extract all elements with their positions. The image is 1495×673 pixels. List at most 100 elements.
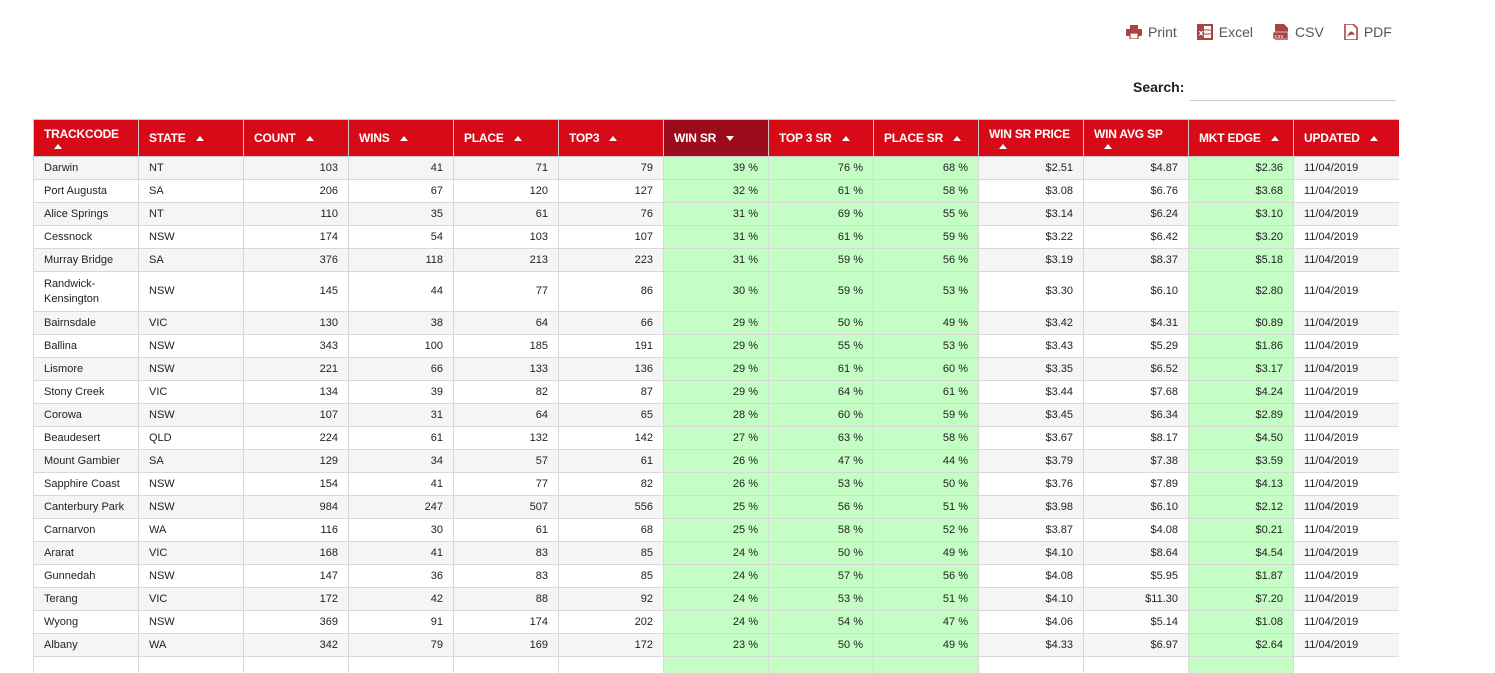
cell-win-sr-price: $3.14 xyxy=(978,202,1084,226)
cell-win-sr: 24 % xyxy=(663,541,769,565)
sort-asc-icon xyxy=(195,136,204,142)
cell-win-avg-sp: $4.87 xyxy=(1083,156,1189,180)
cell-state: NSW xyxy=(138,225,244,249)
cell-mkt-edge xyxy=(1188,656,1294,673)
sort-asc-icon xyxy=(953,136,962,142)
search-label: Search: xyxy=(1133,78,1185,95)
cell-place-sr: 58 % xyxy=(873,179,979,203)
column-header-win-sr-price[interactable]: WIN SR PRICE xyxy=(978,119,1084,157)
cell-mkt-edge: $2.12 xyxy=(1188,495,1294,519)
column-header-updated[interactable]: UPDATED xyxy=(1293,119,1399,157)
cell-win-sr-price: $4.10 xyxy=(978,541,1084,565)
table-row[interactable]: Albany WA 342 79 169 172 23 % 50 % 49 % $4.33 $6.9… xyxy=(33,633,1399,657)
table-row[interactable]: Port Augusta SA 206 67 120 127 32 % 61 % 58 % $3.… xyxy=(33,179,1399,203)
cell-win-avg-sp: $6.10 xyxy=(1083,271,1189,312)
cell-mkt-edge: $2.64 xyxy=(1188,633,1294,657)
cell-place-sr: 44 % xyxy=(873,449,979,473)
column-header-top3[interactable]: TOP3 xyxy=(558,119,664,157)
cell-count: 174 xyxy=(243,225,349,249)
cell-updated: 11/04/2019 xyxy=(1293,357,1399,381)
cell-count: 168 xyxy=(243,541,349,565)
cell-wins: 247 xyxy=(348,495,454,519)
cell-wins: 79 xyxy=(348,633,454,657)
cell-top3: 223 xyxy=(558,248,664,272)
table-row[interactable]: Lismore NSW 221 66 133 136 29 % 61 % 60 % $3.35 $6… xyxy=(33,357,1399,381)
cell-updated: 11/04/2019 xyxy=(1293,225,1399,249)
cell-win-avg-sp: $8.64 xyxy=(1083,541,1189,565)
table-row[interactable]: Ballina NSW 343 100 185 191 29 % 55 % 53 % $3.43 $… xyxy=(33,334,1399,358)
cell-place-sr: 49 % xyxy=(873,541,979,565)
cell-win-sr-price: $3.44 xyxy=(978,380,1084,404)
table-row[interactable]: Gunnedah NSW 147 36 83 85 24 % 57 % 56 % $4.08 $5.… xyxy=(33,564,1399,588)
cell-state: NSW xyxy=(138,610,244,634)
header-label: PLACE xyxy=(464,131,504,145)
table-row[interactable]: Stony Creek VIC 134 39 82 87 29 % 64 % 61 % $3.44… xyxy=(33,380,1399,404)
table-row[interactable]: Carnarvon WA 116 30 61 68 25 % 58 % 52 % $3.87 $4.… xyxy=(33,518,1399,542)
cell-top3: 85 xyxy=(558,564,664,588)
cell-wins xyxy=(348,656,454,673)
cell-win-avg-sp: $6.24 xyxy=(1083,202,1189,226)
column-header-win-avg-sp[interactable]: WIN AVG SP xyxy=(1083,119,1189,157)
cell-win-sr-price: $3.79 xyxy=(978,449,1084,473)
search-input[interactable] xyxy=(1190,72,1397,101)
cell-win-sr-price: $4.08 xyxy=(978,564,1084,588)
pdf-button[interactable]: PDF xyxy=(1344,24,1392,40)
header-label: WIN SR xyxy=(674,131,717,145)
cell-top3: 87 xyxy=(558,380,664,404)
column-header-count[interactable]: COUNT xyxy=(243,119,349,157)
table-row[interactable]: Corowa NSW 107 31 64 65 28 % 60 % 59 % $3.45 $6.34… xyxy=(33,403,1399,427)
column-header-wins[interactable]: WINS xyxy=(348,119,454,157)
cell-wins: 42 xyxy=(348,587,454,611)
svg-text:csv: csv xyxy=(1275,34,1285,40)
cell-count xyxy=(243,656,349,673)
table-row[interactable]: Darwin NT 103 41 71 79 39 % 76 % 68 % $2.51 $4.87 $… xyxy=(33,156,1399,180)
table-row[interactable]: Sapphire Coast NSW 154 41 77 82 26 % 53 % 50 % $3… xyxy=(33,472,1399,496)
cell-win-avg-sp: $7.38 xyxy=(1083,449,1189,473)
cell-count: 134 xyxy=(243,380,349,404)
column-header-mkt-edge[interactable]: MKT EDGE xyxy=(1188,119,1294,157)
table-row[interactable]: Bairnsdale VIC 130 38 64 66 29 % 50 % 49 % $3.42 $… xyxy=(33,311,1399,335)
table-row[interactable]: Ararat VIC 168 41 83 85 24 % 50 % 49 % $4.10 $8.64… xyxy=(33,541,1399,565)
table-row[interactable] xyxy=(33,656,1399,673)
table-row[interactable]: Murray Bridge SA 376 118 213 223 31 % 59 % 56 % $… xyxy=(33,248,1399,272)
csv-button[interactable]: csv CSV xyxy=(1273,24,1324,40)
table-row[interactable]: Mount Gambier SA 129 34 57 61 26 % 47 % 44 % $3.7… xyxy=(33,449,1399,473)
cell-place-sr: 59 % xyxy=(873,403,979,427)
cell-place: 83 xyxy=(453,541,559,565)
cell-place: 88 xyxy=(453,587,559,611)
table-row[interactable]: Wyong NSW 369 91 174 202 24 % 54 % 47 % $4.06 $5.1… xyxy=(33,610,1399,634)
cell-mkt-edge: $3.20 xyxy=(1188,225,1294,249)
cell-state: NSW xyxy=(138,495,244,519)
column-header-state[interactable]: STATE xyxy=(138,119,244,157)
header-label: TOP3 xyxy=(569,131,600,145)
table-row[interactable]: Canterbury Park NSW 984 247 507 556 25 % 56 % 51… xyxy=(33,495,1399,519)
column-header-top3-sr[interactable]: TOP 3 SR xyxy=(768,119,874,157)
cell-wins: 44 xyxy=(348,271,454,312)
column-header-place-sr[interactable]: PLACE SR xyxy=(873,119,979,157)
table-row[interactable]: Randwick-Kensington NSW 145 44 77 86 30 % 59 % 5… xyxy=(33,271,1399,312)
excel-button[interactable]: x Excel xyxy=(1196,24,1253,40)
table-row[interactable]: Cessnock NSW 174 54 103 107 31 % 61 % 59 % $3.22 $… xyxy=(33,225,1399,249)
column-header-place[interactable]: PLACE xyxy=(453,119,559,157)
header-label: COUNT xyxy=(254,131,296,145)
cell-place-sr: 53 % xyxy=(873,271,979,312)
print-button[interactable]: Print xyxy=(1126,24,1177,40)
table-row[interactable]: Terang VIC 172 42 88 92 24 % 53 % 51 % $4.10 $11.3… xyxy=(33,587,1399,611)
cell-place: 77 xyxy=(453,472,559,496)
table-row[interactable]: Alice Springs NT 110 35 61 76 31 % 69 % 55 % $3.1… xyxy=(33,202,1399,226)
cell-place: 61 xyxy=(453,518,559,542)
cell-state: VIC xyxy=(138,380,244,404)
cell-place-sr: 58 % xyxy=(873,426,979,450)
cell-place: 82 xyxy=(453,380,559,404)
cell-top3: 86 xyxy=(558,271,664,312)
cell-count: 116 xyxy=(243,518,349,542)
cell-top3: 142 xyxy=(558,426,664,450)
header-label: TRACKCODE xyxy=(44,126,119,141)
column-header-win-sr[interactable]: WIN SR xyxy=(663,119,769,157)
cell-place-sr: 56 % xyxy=(873,564,979,588)
cell-place-sr: 59 % xyxy=(873,225,979,249)
cell-updated: 11/04/2019 xyxy=(1293,564,1399,588)
cell-place: 103 xyxy=(453,225,559,249)
table-row[interactable]: Beaudesert QLD 224 61 132 142 27 % 63 % 58 % $3.6… xyxy=(33,426,1399,450)
column-header-trackcode[interactable]: TRACKCODE xyxy=(33,119,139,157)
